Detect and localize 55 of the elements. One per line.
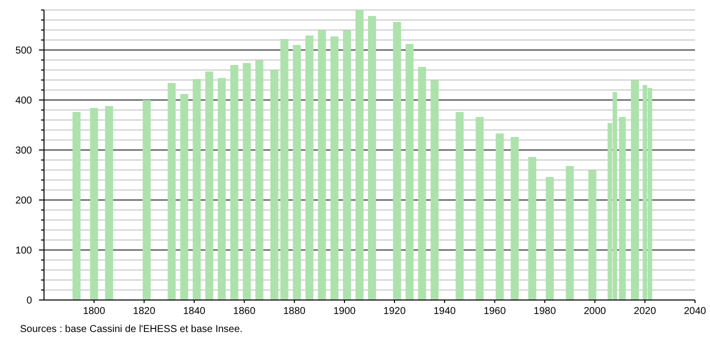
bar bbox=[280, 39, 288, 300]
bar bbox=[368, 16, 376, 300]
bar bbox=[510, 137, 519, 300]
bar bbox=[142, 100, 151, 300]
x-tick-label: 2000 bbox=[584, 306, 606, 317]
bar bbox=[406, 44, 414, 300]
bar bbox=[318, 30, 326, 300]
bar bbox=[72, 112, 81, 300]
bar bbox=[230, 65, 238, 300]
bar bbox=[205, 72, 214, 300]
bar bbox=[105, 106, 114, 300]
bar bbox=[218, 78, 226, 300]
bar bbox=[242, 63, 251, 300]
bar bbox=[292, 45, 301, 300]
bar bbox=[90, 108, 98, 300]
y-tick-label: 200 bbox=[15, 196, 32, 206]
bar bbox=[456, 112, 464, 300]
bar bbox=[630, 80, 639, 300]
x-tick-label: 2020 bbox=[634, 306, 656, 317]
bar bbox=[270, 70, 278, 300]
bar bbox=[180, 94, 188, 300]
bar bbox=[546, 177, 554, 300]
bar bbox=[393, 22, 402, 300]
bar bbox=[528, 157, 536, 300]
x-tick-label: 1940 bbox=[433, 306, 456, 317]
x-tick-label: 1800 bbox=[82, 306, 106, 317]
bar bbox=[588, 170, 596, 300]
x-tick-label: 1960 bbox=[484, 306, 506, 317]
bar bbox=[168, 83, 176, 300]
bar bbox=[330, 36, 338, 300]
bar bbox=[255, 60, 264, 300]
x-tick-label: 2040 bbox=[684, 306, 707, 317]
x-tick-label: 1980 bbox=[534, 306, 556, 317]
bar bbox=[355, 10, 364, 300]
x-tick-label: 1860 bbox=[233, 306, 256, 317]
source-note: Sources : base Cassini de l'EHESS et base Insee. bbox=[20, 324, 243, 335]
y-tick-label: 0 bbox=[26, 296, 32, 306]
x-tick-label: 1920 bbox=[383, 306, 406, 317]
x-tick-label: 1900 bbox=[333, 306, 356, 317]
bar bbox=[430, 80, 439, 300]
x-tick-label: 1880 bbox=[283, 306, 306, 317]
y-tick-label: 100 bbox=[15, 246, 32, 256]
bar bbox=[418, 67, 426, 300]
bar bbox=[496, 134, 504, 300]
y-tick-label: 500 bbox=[15, 46, 32, 56]
bar bbox=[342, 30, 351, 300]
y-tick-label: 400 bbox=[15, 96, 32, 106]
bar bbox=[566, 166, 574, 300]
x-tick-label: 1840 bbox=[183, 306, 206, 317]
bar bbox=[305, 36, 314, 300]
bar bbox=[476, 117, 484, 300]
bar bbox=[619, 117, 626, 300]
y-tick-label: 300 bbox=[15, 146, 32, 156]
bar bbox=[192, 79, 201, 300]
x-tick-label: 1820 bbox=[133, 306, 156, 317]
